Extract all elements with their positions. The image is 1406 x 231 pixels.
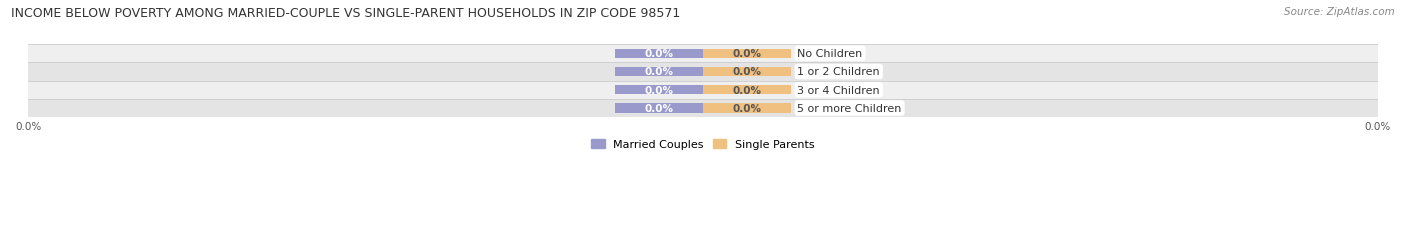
- Bar: [703, 104, 790, 113]
- Bar: [28, 45, 1378, 63]
- Legend: Married Couples, Single Parents: Married Couples, Single Parents: [592, 139, 814, 150]
- Text: 5 or more Children: 5 or more Children: [797, 103, 901, 113]
- Bar: [616, 86, 703, 95]
- Text: 1 or 2 Children: 1 or 2 Children: [797, 67, 880, 77]
- Bar: [616, 104, 703, 113]
- Bar: [616, 67, 703, 77]
- Text: 0.0%: 0.0%: [733, 85, 762, 95]
- Bar: [703, 86, 790, 95]
- Bar: [703, 49, 790, 59]
- Text: No Children: No Children: [797, 49, 863, 59]
- Text: 0.0%: 0.0%: [644, 67, 673, 77]
- Text: 0.0%: 0.0%: [733, 49, 762, 59]
- Bar: [28, 63, 1378, 81]
- Text: 0.0%: 0.0%: [644, 49, 673, 59]
- Bar: [28, 81, 1378, 99]
- Bar: [616, 49, 703, 59]
- Text: 0.0%: 0.0%: [644, 103, 673, 113]
- Text: 0.0%: 0.0%: [733, 103, 762, 113]
- Bar: [703, 67, 790, 77]
- Text: 3 or 4 Children: 3 or 4 Children: [797, 85, 880, 95]
- Bar: [28, 99, 1378, 118]
- Text: 0.0%: 0.0%: [733, 67, 762, 77]
- Text: INCOME BELOW POVERTY AMONG MARRIED-COUPLE VS SINGLE-PARENT HOUSEHOLDS IN ZIP COD: INCOME BELOW POVERTY AMONG MARRIED-COUPL…: [11, 7, 681, 20]
- Text: 0.0%: 0.0%: [644, 85, 673, 95]
- Text: Source: ZipAtlas.com: Source: ZipAtlas.com: [1284, 7, 1395, 17]
